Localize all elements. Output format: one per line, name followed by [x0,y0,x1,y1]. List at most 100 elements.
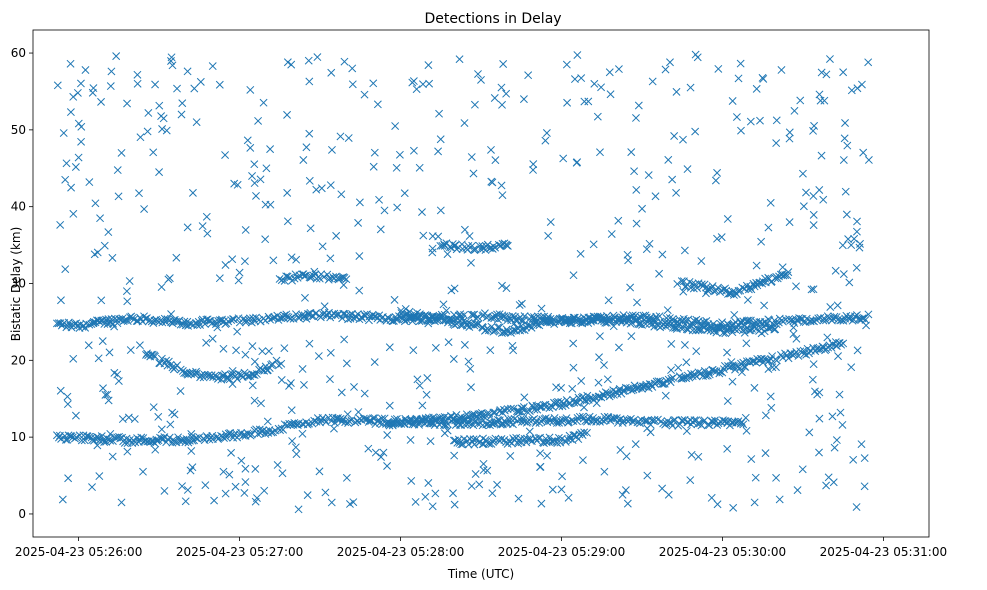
data-point [842,210,851,219]
data-point [226,371,235,379]
data-point [638,204,647,213]
data-point [110,368,119,377]
data-point [231,482,240,491]
data-point [728,377,737,386]
data-point [277,359,286,368]
data-point [228,255,237,264]
data-point [426,437,435,446]
x-tick-label: 2025-04-23 05:27:00 [176,545,303,559]
data-point [691,127,700,136]
data-point [552,383,561,392]
data-point [292,450,301,459]
data-point [503,405,512,413]
data-point [760,301,769,310]
data-point [342,275,351,284]
data-point [723,397,732,405]
data-point [642,245,651,254]
data-point [498,420,507,429]
data-point [809,192,818,200]
data-point [74,119,83,128]
data-point [196,77,205,86]
data-point [77,137,86,146]
data-point [841,119,849,127]
data-point [117,498,126,507]
data-point [64,474,73,483]
data-point [227,448,236,457]
data-point [697,280,706,289]
data-point [487,145,495,154]
data-point [337,388,346,397]
data-point [845,278,854,287]
data-point [250,160,259,169]
data-point [705,370,714,379]
data-point [157,425,166,434]
data-point [56,319,65,328]
data-point [241,316,250,325]
data-point [322,310,331,319]
data-point [219,467,228,476]
data-point [661,391,670,400]
data-point [436,135,445,144]
data-point [568,384,577,393]
data-point [253,430,262,439]
data-point [838,241,847,250]
data-point [395,418,404,427]
data-point [154,412,163,421]
data-point [576,249,585,258]
data-point [137,433,146,442]
data-point [360,389,369,398]
data-point [717,233,726,242]
data-point [259,426,268,435]
y-axis: 0 10 20 30 40 50 60 [11,46,33,521]
data-point [376,225,385,234]
data-point [168,408,177,417]
data-point [644,171,653,180]
data-point [816,96,825,105]
data-point [450,241,459,250]
data-point [523,321,532,330]
data-point [186,320,195,329]
y-tick-label: 10 [11,430,26,444]
data-point [573,417,581,426]
data-point [682,358,691,367]
data-point [815,448,823,457]
y-tick-label: 20 [11,353,26,367]
data-point [523,435,532,444]
data-point [457,440,466,449]
data-point [429,311,438,320]
data-point [557,384,566,392]
data-point [288,437,297,445]
data-point [545,433,554,442]
data-point [559,154,568,163]
data-point [666,58,674,67]
data-point [329,273,338,281]
data-point [467,383,475,392]
data-point [304,310,312,318]
data-point [856,239,864,248]
data-point [327,498,336,507]
data-point [327,68,336,77]
data-point [246,143,255,152]
data-point [118,415,127,424]
data-point [802,188,810,197]
data-point [727,325,736,334]
data-point [302,314,311,323]
data-point [747,455,756,464]
data-point [139,467,147,476]
data-point [98,337,107,346]
data-point [123,99,131,108]
data-point [267,428,276,437]
data-point [349,498,358,507]
data-point [736,59,745,68]
data-point [58,495,67,504]
data-point [450,500,459,509]
data-point [320,415,329,424]
data-point [682,282,691,291]
data-point [62,159,71,168]
data-point [259,98,268,107]
data-point [853,217,861,226]
data-point [772,116,781,125]
data-point [157,112,166,121]
data-point [99,384,107,393]
data-point [589,414,598,422]
